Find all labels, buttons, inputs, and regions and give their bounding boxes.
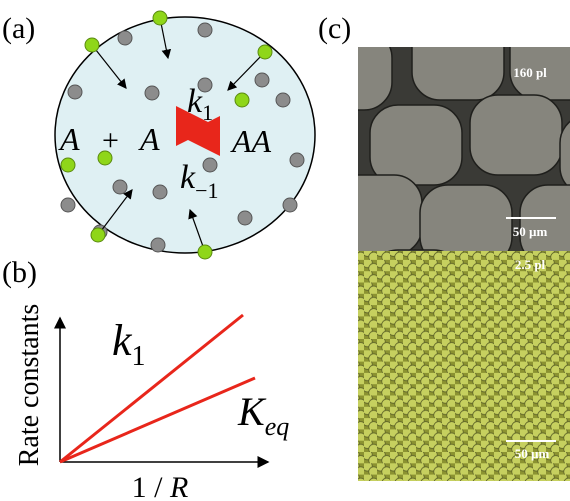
molecule	[113, 180, 127, 194]
k1-line	[60, 315, 243, 462]
scale-label: 50 µm	[513, 224, 548, 239]
subscript: 1	[132, 341, 146, 372]
volume-label: 2.5 pl	[515, 257, 546, 272]
plus-sign: +	[102, 124, 119, 157]
reactive-molecule	[85, 38, 99, 52]
molecule	[118, 31, 132, 45]
line-label: Keq	[237, 389, 289, 441]
reactant: A	[138, 121, 160, 157]
keq-line	[60, 378, 255, 462]
subscript: eq	[265, 412, 290, 441]
reactive-molecule	[61, 158, 75, 172]
molecule	[151, 238, 165, 252]
panel-label: (a)	[2, 12, 35, 45]
panel-label: (b)	[2, 256, 37, 289]
droplet-cell	[510, 20, 570, 100]
prefix: 1 /	[132, 471, 170, 501]
molecule	[238, 211, 252, 225]
reactant: A	[58, 121, 80, 157]
molecule	[283, 198, 297, 212]
reactive-molecule	[91, 228, 105, 242]
droplet-cell	[470, 95, 562, 175]
molecule	[276, 93, 290, 107]
product: AA	[230, 123, 272, 159]
droplet-cell	[412, 20, 504, 100]
symbol: K	[237, 389, 267, 434]
reactive-molecule	[258, 45, 272, 59]
molecule	[203, 158, 217, 172]
symbol: k	[187, 83, 203, 120]
reactive-molecule	[153, 11, 167, 25]
molecule	[255, 73, 269, 87]
line-label: k1	[112, 316, 146, 372]
variable: R	[169, 471, 188, 501]
reactive-molecule	[198, 245, 212, 259]
subscript: −1	[195, 178, 218, 203]
volume-label: 160 pl	[513, 65, 547, 80]
symbol: k	[180, 159, 196, 196]
molecule	[290, 153, 304, 167]
droplet-cell	[370, 105, 462, 185]
molecule	[61, 198, 75, 212]
molecule	[198, 23, 212, 37]
x-axis-label: 1 / R	[132, 471, 189, 501]
page: (a) A + A AA k1 k−1 (b) Rate constants k…	[0, 0, 570, 501]
molecule	[68, 85, 82, 99]
droplet-cell	[330, 175, 422, 255]
molecule	[153, 185, 167, 199]
scale-label: 50 µm	[515, 446, 550, 461]
symbol: k	[112, 316, 133, 365]
molecule	[145, 86, 159, 100]
panel-label: (c)	[318, 12, 351, 45]
y-axis-label: Rate constants	[14, 304, 45, 467]
subscript: 1	[202, 100, 213, 125]
figure: (a) A + A AA k1 k−1 (b) Rate constants k…	[0, 0, 570, 501]
reactive-molecule	[235, 93, 249, 107]
